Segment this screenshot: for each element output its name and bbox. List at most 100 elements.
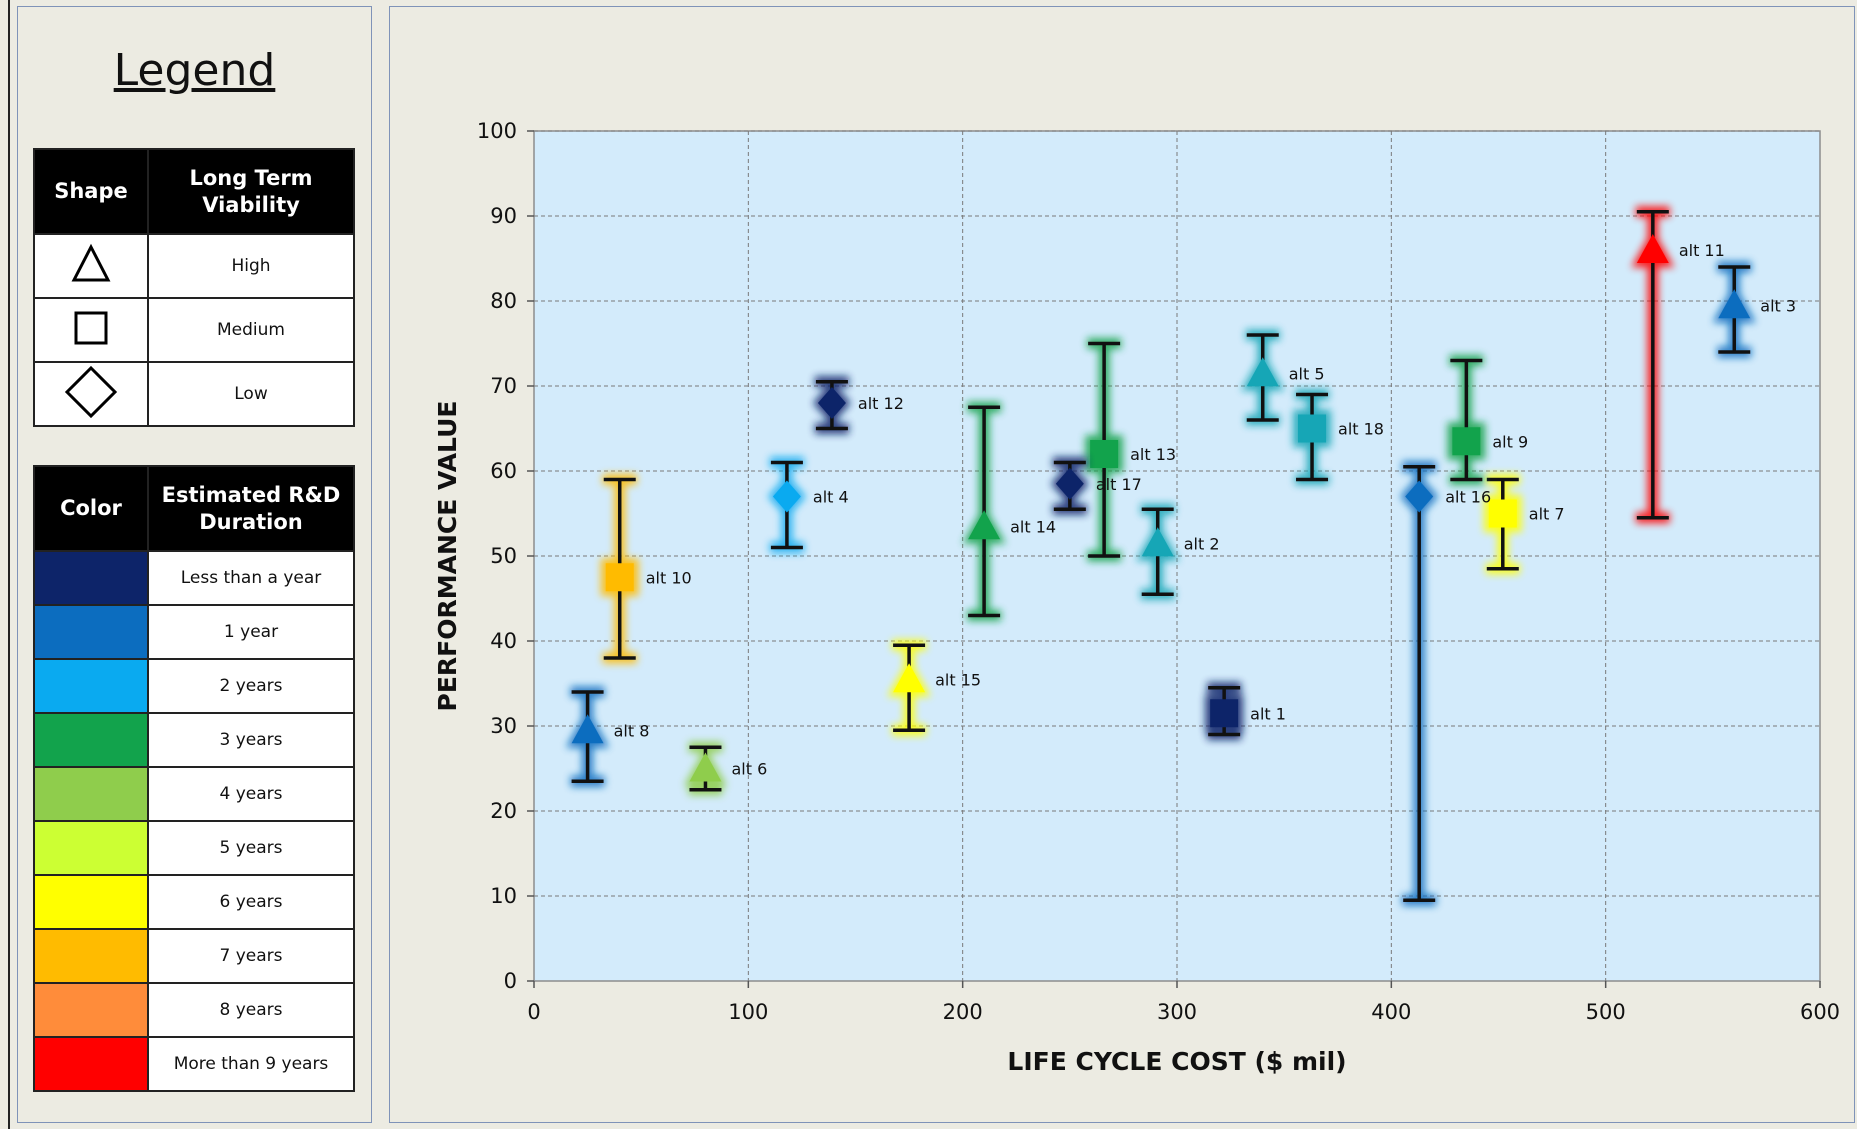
diamond-marker [1405, 480, 1434, 513]
color-row: More than 9 years [33, 1036, 355, 1092]
y-tick-label: 60 [490, 459, 517, 483]
point-label: alt 6 [731, 760, 767, 779]
data-point-alt-5: alt 5 [1241, 329, 1325, 426]
diamond-marker [772, 480, 801, 513]
triangle-marker [968, 510, 1001, 540]
color-swatch [33, 604, 149, 660]
data-point-alt-4: alt 4 [768, 457, 849, 553]
data-point-alt-3: alt 3 [1712, 261, 1796, 358]
color-swatch [33, 982, 149, 1038]
diamond-marker [817, 387, 846, 419]
viability-low-label: Low [147, 361, 355, 427]
x-tick-label: 600 [1800, 1000, 1840, 1024]
duration-label: 6 years [147, 874, 355, 930]
data-point-alt-2: alt 2 [1136, 503, 1220, 600]
duration-header: Estimated R&D Duration [147, 465, 355, 552]
point-label: alt 9 [1492, 432, 1528, 451]
chart-panel: 0 10 20 30 40 50 60 70 80 90 100 0 100 200 300 400 500 60… [389, 6, 1855, 1123]
data-point-alt-18: alt 18 [1293, 389, 1384, 485]
square-outline-icon [74, 311, 108, 345]
y-tick-label: 0 [504, 969, 517, 993]
point-label: alt 12 [858, 394, 904, 413]
x-tick-label: 200 [943, 1000, 983, 1024]
data-point-alt-1: alt 1 [1205, 682, 1286, 740]
data-point-alt-14: alt 14 [962, 401, 1056, 621]
y-tick-label: 10 [490, 884, 517, 908]
color-row: 4 years [33, 766, 355, 822]
y-tick-label: 80 [490, 289, 517, 313]
color-row: 1 year [33, 604, 355, 660]
data-point-alt-6: alt 6 [683, 741, 767, 796]
point-label: alt 7 [1529, 505, 1565, 524]
viability-header: Long Term Viability [147, 148, 355, 235]
square-marker [1298, 414, 1327, 443]
data-points: alt 1 alt 2 alt 3 alt 4 alt 5 alt 6 alt 7 alt 8… [565, 206, 1796, 906]
y-tick-label: 20 [490, 799, 517, 823]
color-header: Color [33, 465, 149, 552]
data-point-alt-10: alt 10 [600, 474, 692, 664]
point-label: alt 11 [1679, 241, 1725, 260]
color-row: 6 years [33, 874, 355, 930]
data-point-alt-7: alt 7 [1483, 474, 1565, 575]
scatter-chart: 0 10 20 30 40 50 60 70 80 90 100 0 100 200 300 400 500 60… [433, 119, 1840, 1076]
point-label: alt 5 [1289, 364, 1325, 383]
triangle-marker [1718, 289, 1751, 319]
point-label: alt 18 [1338, 420, 1384, 439]
duration-label: 3 years [147, 712, 355, 768]
color-swatch [33, 766, 149, 822]
data-point-alt-17: alt 17 [1050, 457, 1142, 515]
square-marker [1452, 427, 1481, 456]
duration-label: More than 9 years [147, 1036, 355, 1092]
point-label: alt 10 [646, 568, 692, 587]
triangle-marker [1246, 357, 1279, 387]
window-edge [8, 0, 10, 1129]
color-row: 2 years [33, 658, 355, 714]
axis-ticks: 0 10 20 30 40 50 60 70 80 90 100 0 100 200 300 400 500 60… [477, 119, 1840, 1024]
y-tick-label: 30 [490, 714, 517, 738]
x-tick-label: 400 [1371, 1000, 1411, 1024]
point-label: alt 14 [1010, 517, 1056, 536]
point-label: alt 1 [1250, 704, 1286, 723]
diamond-marker [1055, 467, 1084, 500]
color-row: 8 years [33, 982, 355, 1038]
color-legend-table: Color Estimated R&D Duration Less than a… [33, 465, 355, 1092]
square-marker [1210, 699, 1239, 728]
y-tick-label: 100 [477, 119, 517, 143]
color-row: 3 years [33, 712, 355, 768]
triangle-marker [571, 714, 604, 744]
data-point-alt-13: alt 13 [1085, 338, 1176, 562]
color-swatch [33, 1036, 149, 1092]
duration-label: 8 years [147, 982, 355, 1038]
y-tick-label: 40 [490, 629, 517, 653]
square-marker [1090, 440, 1119, 468]
triangle-marker [1636, 234, 1669, 263]
duration-label: 1 year [147, 604, 355, 660]
shape-row-high: High [33, 233, 355, 299]
y-tick-label: 50 [490, 544, 517, 568]
gridlines [534, 130, 1820, 981]
color-row: 7 years [33, 928, 355, 984]
x-tick-label: 100 [728, 1000, 768, 1024]
viability-high-label: High [147, 233, 355, 299]
duration-label: 5 years [147, 820, 355, 876]
point-label: alt 13 [1130, 445, 1176, 464]
data-point-alt-11: alt 11 [1631, 206, 1725, 524]
y-axis-title: PERFORMANCE VALUE [433, 401, 462, 712]
legend-title: Legend [113, 45, 276, 96]
legend-panel: Legend Shape Long Term Viability High Me… [17, 6, 372, 1123]
color-row: Less than a year [33, 550, 355, 606]
duration-label: Less than a year [147, 550, 355, 606]
diamond-outline-icon [64, 365, 118, 419]
x-axis-title: LIFE CYCLE COST ($ mil) [1007, 1047, 1346, 1076]
point-label: alt 8 [614, 721, 650, 740]
x-tick-label: 0 [527, 1000, 540, 1024]
color-swatch [33, 928, 149, 984]
shape-header: Shape [33, 148, 149, 235]
triangle-marker [689, 752, 722, 782]
y-tick-label: 90 [490, 204, 517, 228]
x-tick-label: 300 [1157, 1000, 1197, 1024]
shape-row-medium: Medium [33, 297, 355, 363]
data-point-alt-15: alt 15 [887, 639, 981, 736]
data-point-alt-9: alt 9 [1447, 355, 1528, 485]
point-label: alt 15 [935, 670, 981, 689]
